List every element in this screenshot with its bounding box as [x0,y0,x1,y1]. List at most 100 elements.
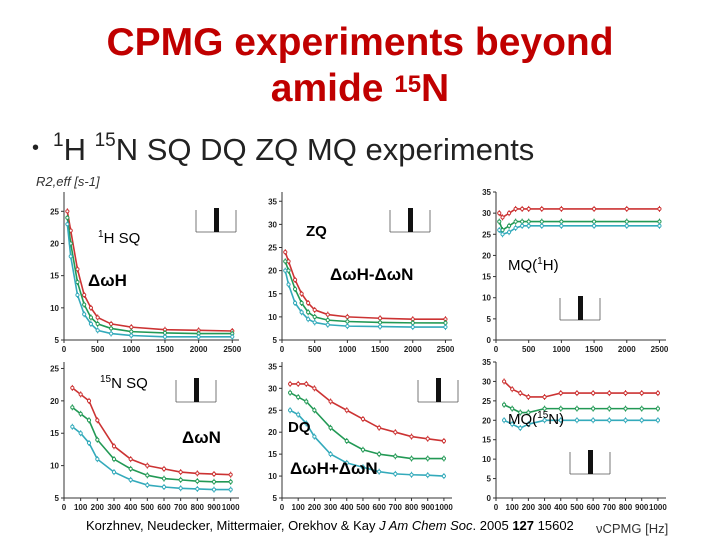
data-point [500,215,505,220]
x-tick-label: 300 [324,503,338,512]
data-point [145,473,150,478]
data-point [393,471,398,476]
data-point [377,324,383,329]
panel-label-part: N) [548,411,564,428]
panel-1: 0 500 1000 1500 2000 2500 5 10 15 20 25 1H SQ ΔωH [50,192,242,354]
data-point [607,406,612,411]
data-point [501,379,507,384]
citation-year: . 2005 [472,518,513,533]
data-point [591,219,597,224]
data-point [86,418,92,423]
data-point [510,422,515,427]
data-point [287,381,293,387]
data-point [296,412,301,417]
panel-label-part: H) [543,257,559,274]
data-point [75,279,80,285]
x-tick-label: 300 [107,503,121,512]
data-point [128,457,133,462]
shift-label: ΔωH-ΔωN [330,265,413,284]
data-point [306,310,311,315]
data-point [506,211,512,216]
data-point [655,406,661,411]
data-point [607,390,612,396]
panel-3: 0 500 1000 1500 2000 2500 0 5 10 15 20 25 30 35 MQ(1H) [482,188,669,354]
panel-label-part: N SQ [111,375,148,392]
y-tick-label: 15 [268,290,277,299]
y-tick-label: 20 [50,239,59,248]
y-tick-label: 10 [50,462,59,471]
data-point [86,440,92,446]
data-point [510,387,515,392]
data-point [312,314,317,319]
data-point [513,219,518,224]
data-point [624,206,629,212]
series-line-red [290,383,445,442]
data-point [78,411,83,416]
data-point [211,479,217,484]
panel-label: MQ(1H) [508,256,559,274]
bullet-h: H [63,132,95,167]
data-point [518,390,523,396]
data-point [623,390,628,396]
data-point [328,452,333,457]
x-tick-label: 1000 [435,503,453,512]
data-point [82,302,87,307]
y-tick-label: 30 [268,384,277,393]
data-point [513,206,518,212]
pulse-block [214,208,219,232]
data-point [506,230,512,235]
data-point [639,418,644,423]
y-tick-label: 0 [487,336,492,345]
data-point [377,425,382,430]
y-tick-label: 30 [482,209,491,218]
data-point [299,300,304,306]
data-point [70,405,75,410]
data-point [501,418,507,423]
x-axis-label: νCPMG [Hz] [596,521,668,536]
y-tick-label: 35 [268,197,277,206]
y-tick-label: 10 [268,472,277,481]
data-point [393,454,398,459]
data-point [657,223,662,228]
citation-page: 15602 [534,518,574,533]
title-line-2-main: amide [270,67,395,110]
y-tick-label: 15 [50,429,59,438]
data-point [345,324,350,329]
x-tick-label: 500 [570,503,584,512]
shift-label: ΔωH [88,271,127,290]
data-point [82,312,87,317]
data-point [510,406,515,411]
data-point [518,410,523,415]
data-point [497,219,502,224]
y-tick-label: 30 [482,377,491,386]
pulse-block [408,208,413,232]
data-point [325,312,330,317]
x-tick-label: 2000 [404,345,422,354]
data-point [195,471,200,476]
data-point [345,319,350,324]
data-point [95,321,100,327]
data-point [325,322,330,327]
data-point [377,452,382,457]
data-point [111,469,117,475]
data-point [657,219,662,224]
x-tick-label: 400 [124,503,138,512]
data-point [393,430,398,435]
panel-label: MQ(15N) [508,410,564,428]
data-point [178,469,183,475]
data-point [65,215,70,220]
data-point [230,334,235,339]
shift-label: ΔωH+ΔωN [290,459,378,478]
y-tick-label: 5 [55,494,60,503]
data-point [574,406,580,411]
x-tick-label: 500 [356,503,370,512]
data-point [377,469,382,474]
series-line-green [289,392,444,460]
x-tick-label: 0 [62,345,67,354]
data-point [624,219,629,224]
shift-label: ΔωN [182,428,221,447]
data-point [591,418,596,423]
data-point [211,471,217,477]
pulse-sequence-icon [195,208,237,233]
